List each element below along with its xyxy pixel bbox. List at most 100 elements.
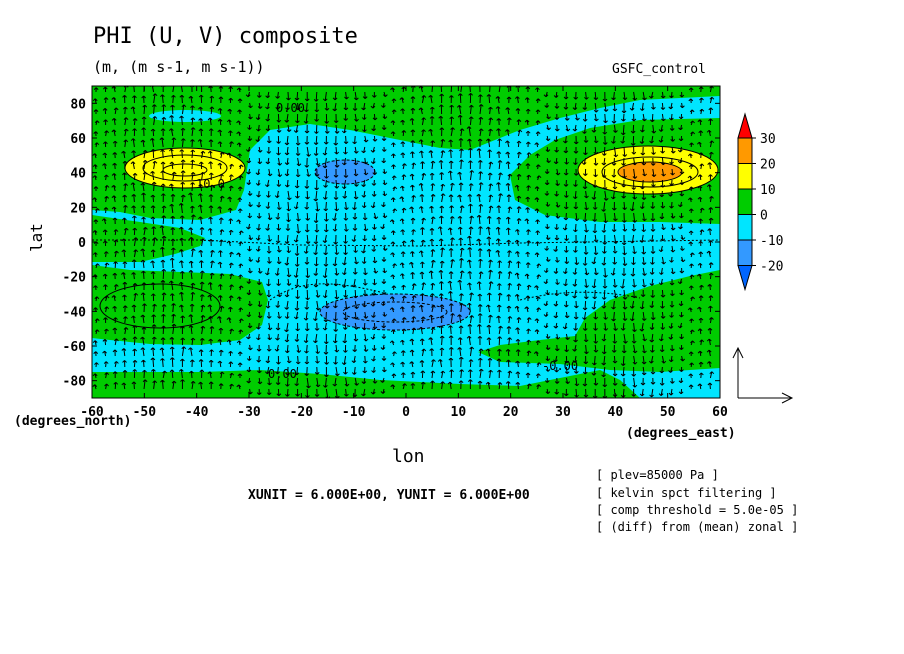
wind-vector-head [574,283,578,287]
wind-vector-head [124,194,127,198]
wind-vector-head [452,237,455,241]
wind-vector-head [171,369,175,373]
wind-vector-head [276,207,280,210]
wind-vector-head [111,173,115,176]
wind-vector-head [595,316,599,320]
wind-vector [507,349,510,357]
wind-vector-head [430,270,434,274]
wind-vector-head [565,393,569,397]
wind-vector-head [535,351,539,354]
wind-vector [201,281,203,291]
wind-vector-head [467,194,471,197]
wind-vector-head [372,205,376,209]
wind-vector [124,183,127,192]
wind-vector-head [266,250,270,254]
positive-region-west-equator [92,215,205,262]
wind-vector-head [641,328,645,332]
wind-vector [661,113,664,121]
wind-vector [152,195,155,203]
wind-vector-head [355,162,359,166]
wind-vector-head [652,295,656,298]
wind-vector [210,316,212,324]
wind-vector-head [248,171,251,175]
wind-vector-head [631,305,635,309]
wind-vector [219,339,222,346]
wind-vector-head [267,173,271,177]
wind-vector-head [115,317,118,320]
wind-vector-head [370,105,374,109]
wind-vector-head [181,215,185,219]
wind-vector [623,333,626,344]
wind-vector-head [202,238,206,242]
wind-vector-head [326,107,330,111]
wind-vector-head [480,128,484,132]
wind-vector [277,201,280,210]
wind-vector-head [326,218,329,222]
wind-vector-head [114,152,118,155]
wind-vector-head [218,316,222,319]
wind-vector [296,278,299,287]
wind-vector [421,218,425,225]
wind-vector-head [266,151,270,154]
wind-vector [172,172,175,181]
wind-vector-head [373,216,377,220]
wind-vector-head [518,206,522,210]
wind-vector-head [623,350,627,354]
wind-vector [363,377,366,384]
wind-vector-head [536,285,539,288]
wind-vector-head [152,271,156,275]
wind-vector-head [333,120,337,124]
wind-vector [258,377,261,384]
wind-vector-head [191,303,195,307]
wind-vector [584,212,587,222]
wind-vector-head [652,262,655,265]
wind-vector-head [308,174,312,177]
wind-vector [152,260,155,269]
wind-vector-head [593,285,597,289]
wind-vector-head [448,248,452,251]
wind-vector-head [439,172,442,175]
wind-vector [172,95,174,104]
wind-vector-head [296,185,300,189]
wind-vector-head [421,338,425,342]
wind-vector-head [123,227,127,231]
wind-vector-head [248,314,252,318]
wind-vector-head [402,350,406,354]
wind-vector-head [450,303,454,307]
wind-vector-head [344,207,347,210]
wind-vector [642,344,645,354]
wind-vector-head [305,241,309,244]
wind-vector-head [325,341,329,345]
wind-vector-head [256,128,259,132]
wind-vector-head [632,130,636,134]
wind-vector [593,124,596,133]
wind-vector-head [164,370,167,374]
wind-vector-head [336,272,340,276]
wind-vector-head [202,325,206,329]
wind-vector [266,102,270,110]
wind-vector-head [439,359,443,362]
wind-vector-head [334,108,338,112]
wind-vector-head [412,305,416,308]
wind-vector [487,138,491,148]
wind-vector-head [209,228,213,231]
wind-vector-head [586,351,589,355]
wind-vector-head [653,195,657,199]
wind-vector-head [265,228,268,231]
wind-vector [633,344,636,354]
wind-vector [489,315,491,324]
wind-vector-head [480,357,483,361]
wind-vector-head [269,382,272,386]
wind-vector-head [410,86,414,88]
wind-vector [114,239,117,247]
wind-vector [556,124,558,132]
wind-vector-head [334,151,338,155]
wind-vector [622,366,625,377]
wind-vector-head [250,237,254,241]
wind-vector-head [449,170,453,174]
wind-vector-head [124,337,127,341]
wind-vector-head [507,250,510,253]
wind-vector [209,294,212,302]
wind-vector-head [438,160,442,163]
wind-vector [516,229,519,236]
